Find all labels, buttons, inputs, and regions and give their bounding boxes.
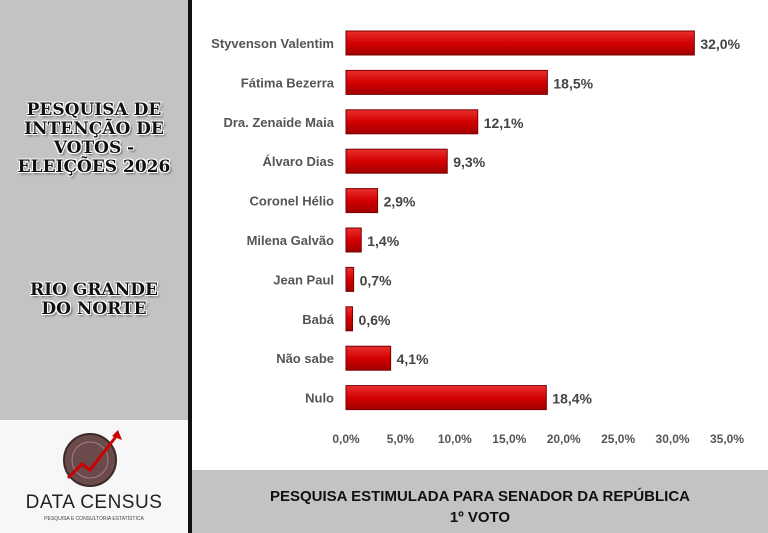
title-line: INTENÇÃO DE xyxy=(24,119,164,139)
x-tick-label: 10,0% xyxy=(438,432,472,446)
bar xyxy=(345,385,547,411)
title-line: ELEIÇÕES 2026 xyxy=(17,157,171,177)
data-label: 9,3% xyxy=(453,154,485,170)
survey-title: PESQUISA DE INTENÇÃO DE VOTOS - ELEIÇÕES… xyxy=(0,101,188,177)
category-label: Jean Paul xyxy=(273,272,334,287)
region-line: RIO GRANDE xyxy=(30,280,158,300)
data-label: 1,4% xyxy=(367,233,399,249)
logo: DATA CENSUS PESQUISA E CONSULTORIA ESTAT… xyxy=(0,420,188,533)
bar-chart: Styvenson Valentim 32,0% Fátima Bezerra 18,… xyxy=(211,30,744,446)
divider xyxy=(188,0,192,533)
logo-name: DATA CENSUS xyxy=(25,492,163,513)
category-label: Álvaro Dias xyxy=(262,154,334,169)
bar xyxy=(345,306,354,332)
data-label: 0,7% xyxy=(360,272,392,288)
caption-line-2: 1º VOTO xyxy=(449,509,511,526)
title-line: PESQUISA DE xyxy=(26,100,162,120)
bar xyxy=(345,266,355,292)
bar xyxy=(345,30,695,56)
category-label: Coronel Hélio xyxy=(249,194,334,209)
category-label: Fátima Bezerra xyxy=(241,75,335,90)
category-label: Dra. Zenaide Maia xyxy=(223,115,334,130)
bar xyxy=(345,69,548,95)
x-tick-label: 25,0% xyxy=(601,432,635,446)
category-label: Não sabe xyxy=(276,351,334,366)
region-line: DO NORTE xyxy=(41,299,147,319)
x-tick-label: 0,0% xyxy=(332,432,360,446)
category-label: Styvenson Valentim xyxy=(211,36,334,51)
data-label: 0,6% xyxy=(359,312,391,328)
category-label: Nulo xyxy=(305,391,334,406)
category-label: Babá xyxy=(302,312,335,327)
data-label: 2,9% xyxy=(384,194,416,210)
bar xyxy=(345,148,448,174)
data-label: 4,1% xyxy=(397,351,429,367)
data-label: 18,5% xyxy=(553,75,593,91)
x-tick-label: 15,0% xyxy=(492,432,526,446)
caption-line-1: PESQUISA ESTIMULADA PARA SENADOR DA REPÚ… xyxy=(269,488,691,505)
chart-caption: PESQUISA ESTIMULADA PARA SENADOR DA REPÚ… xyxy=(192,470,768,533)
bar xyxy=(345,109,479,135)
x-tick-label: 35,0% xyxy=(710,432,744,446)
region-label: RIO GRANDE DO NORTE xyxy=(0,281,188,319)
data-label: 18,4% xyxy=(552,391,592,407)
x-tick-label: 20,0% xyxy=(547,432,581,446)
data-label: 32,0% xyxy=(700,36,740,52)
x-tick-label: 5,0% xyxy=(387,432,415,446)
sidebar-panel: PESQUISA DE INTENÇÃO DE VOTOS - ELEIÇÕES… xyxy=(0,0,188,420)
data-label: 12,1% xyxy=(484,115,524,131)
logo-tagline: PESQUISA E CONSULTORIA ESTATÍSTICA xyxy=(44,516,144,522)
bar xyxy=(345,227,362,253)
title-line: VOTOS - xyxy=(53,138,135,158)
logo-chart-icon xyxy=(63,430,122,487)
bar xyxy=(345,188,379,214)
x-tick-label: 30,0% xyxy=(656,432,690,446)
bar xyxy=(345,345,392,371)
category-label: Milena Galvão xyxy=(247,233,334,248)
